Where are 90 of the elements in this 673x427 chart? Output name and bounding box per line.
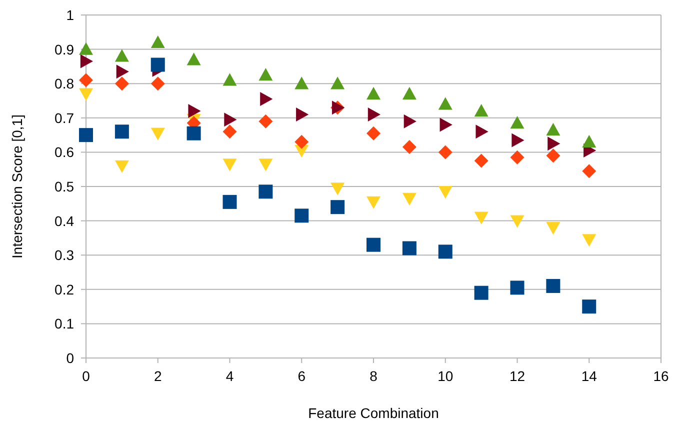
point [114, 49, 129, 62]
point [294, 208, 309, 223]
point [474, 104, 488, 117]
point [582, 234, 596, 247]
point [258, 184, 273, 199]
point [294, 76, 309, 90]
point [402, 241, 416, 256]
point [366, 196, 380, 209]
y-tick-label: 0.5 [54, 178, 74, 194]
point [186, 126, 201, 140]
point [582, 300, 596, 314]
point [368, 107, 380, 122]
point [260, 92, 273, 106]
y-tick-label: 0.6 [54, 144, 74, 160]
point [330, 76, 345, 90]
y-tick-label: 0.9 [54, 41, 74, 58]
point [402, 140, 416, 154]
point [366, 238, 380, 252]
x-tick-label: 2 [154, 368, 162, 384]
point [510, 215, 524, 228]
point [330, 200, 345, 214]
point [510, 280, 524, 295]
x-axis-title: Feature Combination [308, 405, 439, 421]
point [582, 134, 596, 148]
y-tick-label: 0.1 [54, 316, 74, 332]
y-tick-label: 0.4 [54, 212, 74, 229]
point [474, 212, 488, 224]
point [294, 134, 309, 149]
point [546, 222, 560, 235]
x-tick-label: 6 [298, 368, 306, 384]
point [546, 122, 560, 136]
x-tick-label: 8 [370, 368, 378, 384]
point [222, 194, 237, 209]
x-tick-label: 14 [581, 368, 598, 384]
point [79, 42, 93, 55]
point [510, 116, 524, 129]
point [438, 186, 452, 199]
point [402, 192, 416, 206]
point [474, 286, 488, 300]
y-tick-label: 0.2 [54, 281, 74, 298]
x-tick-label: 4 [226, 368, 234, 384]
x-tick-label: 16 [653, 368, 669, 384]
point [582, 164, 596, 178]
point [512, 133, 524, 148]
point [80, 54, 93, 68]
point [114, 160, 129, 173]
point [510, 150, 524, 164]
point [438, 244, 452, 259]
x-tick-label: 0 [82, 368, 90, 384]
point [116, 64, 129, 79]
point [440, 118, 452, 132]
point [79, 73, 93, 88]
point [438, 97, 452, 110]
point [474, 154, 488, 168]
point [79, 88, 93, 101]
x-tick-label: 12 [509, 368, 526, 384]
point [548, 136, 560, 151]
point [546, 148, 560, 163]
point [404, 114, 416, 128]
point [222, 73, 237, 86]
y-tick-label: 1 [66, 7, 74, 23]
point [402, 86, 416, 100]
y-tick-label: 0.7 [54, 110, 74, 126]
point [222, 158, 237, 172]
point [330, 182, 345, 196]
point [258, 158, 273, 172]
point [546, 278, 560, 293]
y-tick-label: 0.8 [54, 76, 74, 92]
point [114, 76, 129, 91]
y-axis-title: Intersection Score [0,1] [9, 114, 25, 258]
point [150, 128, 165, 140]
point [224, 112, 237, 127]
point [366, 126, 380, 140]
point [476, 124, 488, 139]
point [296, 107, 309, 122]
point [150, 58, 165, 72]
point [79, 128, 93, 142]
point [222, 124, 237, 139]
point [186, 52, 201, 66]
y-tick-label: 0.3 [54, 247, 74, 264]
y-tick-label: 0 [66, 350, 74, 366]
point [188, 104, 201, 118]
point [258, 68, 273, 81]
point [438, 145, 452, 160]
point [150, 76, 165, 91]
point [366, 86, 380, 100]
point [150, 35, 165, 48]
point [258, 114, 273, 128]
x-tick-label: 10 [438, 368, 454, 384]
point [114, 124, 129, 139]
